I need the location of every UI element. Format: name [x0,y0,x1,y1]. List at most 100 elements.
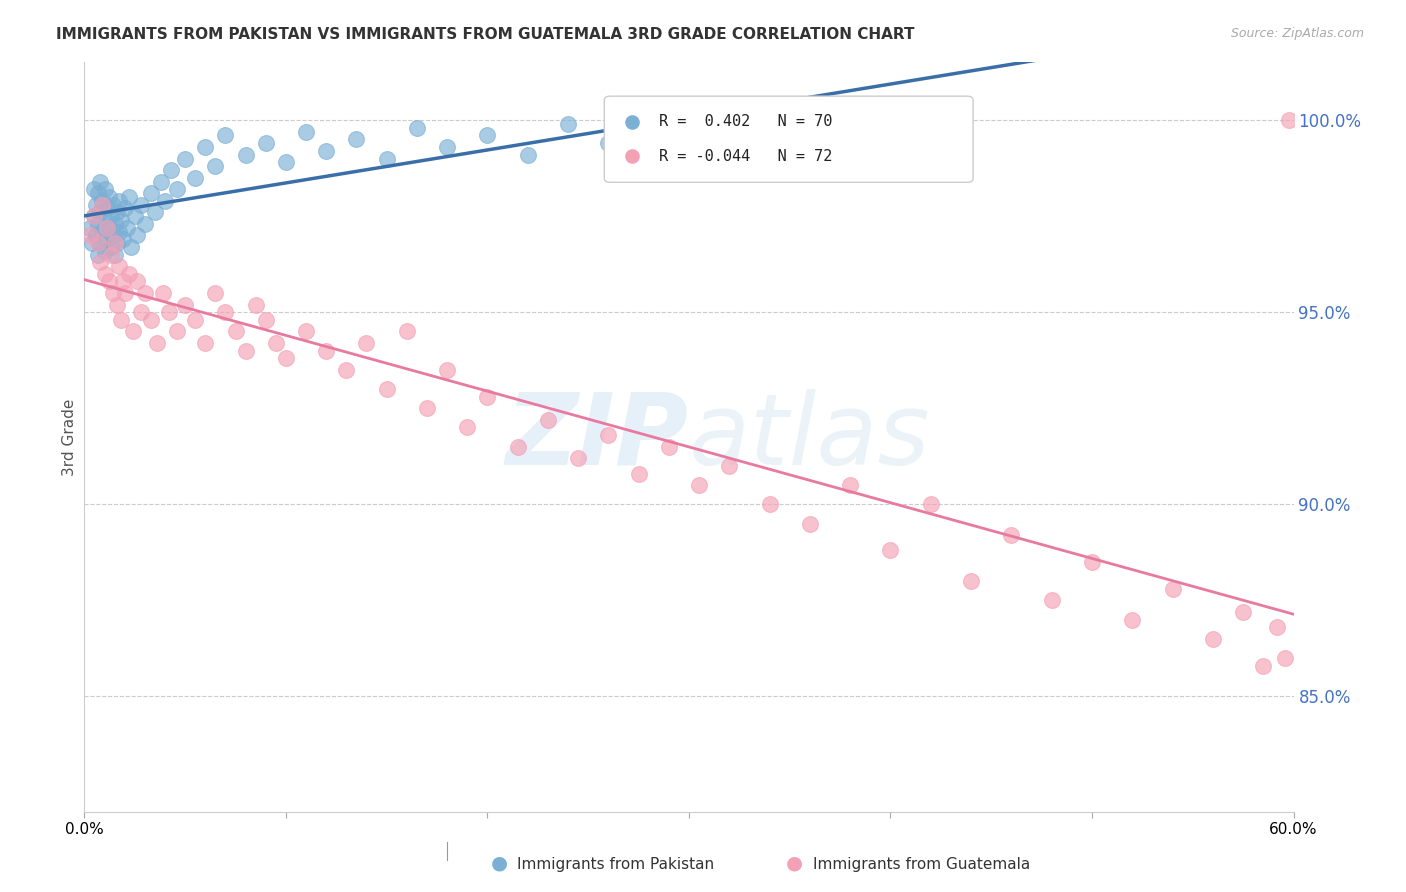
Point [274,351,297,366]
Point [1161,582,1184,596]
Point [184,170,207,185]
Point [120,240,142,254]
Point [1121,613,1143,627]
Point [986,417,1008,431]
Point [406,120,429,135]
Point [174,152,197,166]
Point [245,297,267,311]
Point [335,363,357,377]
Point [89,175,111,189]
Point [107,259,129,273]
Point [1202,632,1225,646]
Point [93,182,115,196]
Point [111,275,134,289]
Point [91,194,114,208]
Point [346,132,368,146]
Point [87,217,110,231]
Point [295,325,318,339]
Point [114,285,136,300]
Point [567,451,589,466]
Point [101,197,124,211]
Point [214,128,236,143]
Point [146,335,169,350]
Point [194,335,217,350]
Point [104,235,127,250]
Point [799,120,821,135]
Point [235,147,257,161]
Point [986,593,1008,607]
Point [97,190,120,204]
Point [93,244,115,258]
Point [477,390,499,404]
Text: Immigrants from Guatemala: Immigrants from Guatemala [813,857,1031,872]
Point [637,125,659,139]
Text: IMMIGRANTS FROM PAKISTAN VS IMMIGRANTS FROM GUATEMALA 3RD GRADE CORRELATION CHAR: IMMIGRANTS FROM PAKISTAN VS IMMIGRANTS F… [56,27,915,42]
Point [456,420,478,434]
Point [598,136,620,150]
Point [152,285,174,300]
Point [79,220,101,235]
Point [121,325,143,339]
Point [758,132,780,146]
Point [160,163,183,178]
Point [799,516,821,531]
Point [100,209,122,223]
Text: Source: ZipAtlas.com: Source: ZipAtlas.com [1230,27,1364,40]
Point [83,209,105,223]
Point [235,343,257,358]
Point [658,440,681,454]
Point [204,285,226,300]
Point [89,205,111,219]
Point [87,235,110,250]
Point [174,297,197,311]
Point [1278,113,1301,128]
Y-axis label: 3rd Grade: 3rd Grade [62,399,77,475]
Point [315,343,337,358]
Point [107,225,129,239]
Point [93,267,115,281]
Point [139,186,162,200]
Point [184,313,207,327]
FancyBboxPatch shape [605,96,973,182]
Point [105,297,128,311]
Point [143,205,166,219]
Point [557,117,579,131]
Point [83,209,105,223]
Point [718,113,741,128]
Text: atlas: atlas [689,389,931,485]
Point [125,228,148,243]
Point [1000,528,1022,542]
Point [139,313,162,327]
Point [87,247,110,261]
Point [97,275,120,289]
Point [1251,658,1274,673]
Point [718,458,741,473]
Point [149,175,172,189]
Text: ●: ● [491,854,508,872]
Text: R =  0.402   N = 70: R = 0.402 N = 70 [658,114,832,129]
Point [114,202,136,216]
Point [104,247,127,261]
Point [688,478,710,492]
Point [110,213,132,227]
Point [100,247,122,261]
Point [118,267,141,281]
Point [105,205,128,219]
Point [204,159,226,173]
Point [264,335,287,350]
Point [124,209,146,223]
Point [375,382,398,396]
Point [194,140,217,154]
Point [436,140,458,154]
Point [274,155,297,169]
Point [134,285,156,300]
Point [157,305,180,319]
Point [598,428,620,442]
Point [107,194,129,208]
Point [295,125,318,139]
Point [254,313,277,327]
Point [100,240,122,254]
Point [101,285,124,300]
Point [86,228,108,243]
Point [1232,605,1254,619]
